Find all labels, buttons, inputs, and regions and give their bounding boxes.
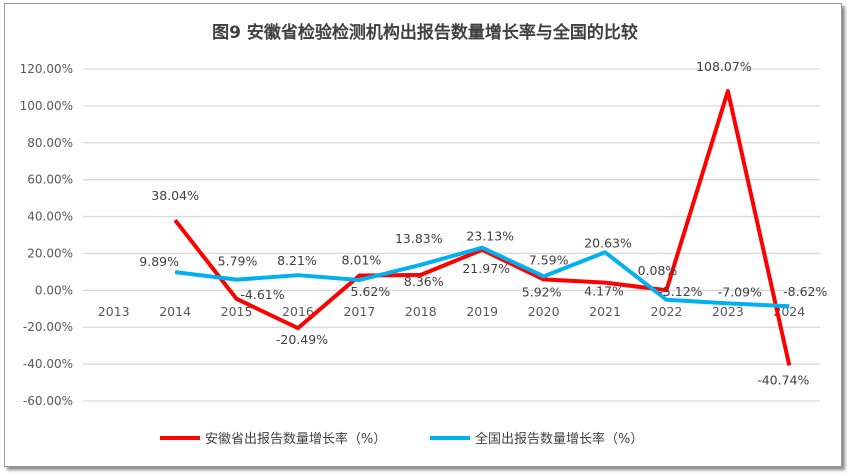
- chart-title: 图9 安徽省检验检测机构出报告数量增长率与全国的比较: [212, 23, 638, 43]
- data-label: 23.13%: [466, 229, 514, 244]
- y-tick-label: 80.00%: [27, 136, 73, 150]
- y-tick-label: -20.00%: [23, 320, 73, 334]
- data-label: -20.49%: [276, 332, 328, 347]
- legend-label: 全国出报告数量增长率（%）: [475, 431, 643, 447]
- data-label: 9.89%: [139, 254, 179, 269]
- x-tick-label: 2013: [98, 304, 130, 319]
- data-label: 38.04%: [151, 188, 199, 203]
- y-tick-label: -60.00%: [23, 394, 73, 408]
- data-label: 8.36%: [404, 274, 444, 289]
- x-tick-label: 2022: [651, 304, 683, 319]
- y-tick-label: 0.00%: [35, 283, 73, 297]
- data-label: 4.17%: [584, 284, 624, 299]
- series-line-2: [174, 245, 790, 309]
- x-tick-label: 2015: [221, 304, 253, 319]
- data-label: 13.83%: [395, 231, 443, 246]
- data-label: 108.07%: [696, 59, 752, 74]
- y-tick-label: -40.00%: [23, 357, 73, 371]
- x-tick-label: 2017: [343, 304, 375, 319]
- legend-label: 安徽省出报告数量增长率（%）: [205, 431, 386, 447]
- data-label: -40.74%: [757, 372, 809, 387]
- data-label: -4.61%: [240, 287, 284, 302]
- y-tick-label: 60.00%: [27, 173, 73, 187]
- x-tick-label: 2019: [466, 304, 498, 319]
- x-tick-label: 2020: [528, 304, 560, 319]
- data-label: 21.97%: [462, 261, 510, 276]
- data-label: 5.62%: [351, 284, 391, 299]
- y-tick-label: 40.00%: [27, 210, 73, 224]
- data-label: 7.59%: [529, 252, 569, 267]
- y-tick-label: 100.00%: [20, 99, 73, 113]
- x-tick-label: 2016: [282, 304, 314, 319]
- data-label: 5.92%: [522, 284, 562, 299]
- y-tick-label: 120.00%: [20, 62, 73, 76]
- x-tick-label: 2023: [712, 304, 744, 319]
- data-label: 8.01%: [342, 253, 382, 268]
- y-tick-label: 20.00%: [27, 246, 73, 260]
- data-label: 8.21%: [277, 253, 317, 268]
- data-label: 5.79%: [218, 254, 258, 269]
- data-label: 20.63%: [584, 235, 632, 250]
- data-label: 0.08%: [638, 263, 678, 278]
- data-label: -8.62%: [783, 284, 827, 299]
- x-tick-label: 2021: [589, 304, 621, 319]
- x-tick-label: 2014: [159, 304, 191, 319]
- data-label: -5.12%: [658, 284, 702, 299]
- data-label: -7.09%: [718, 284, 762, 299]
- chart-frame: [4, 3, 842, 467]
- x-tick-label: 2018: [405, 304, 437, 319]
